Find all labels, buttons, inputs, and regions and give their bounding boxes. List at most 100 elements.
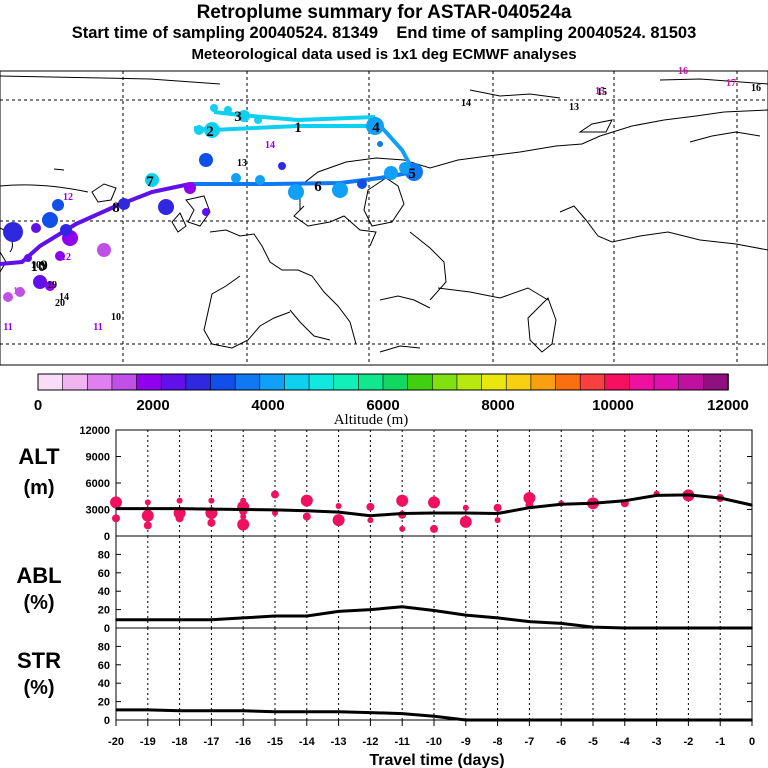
trajectory-cluster: [97, 243, 111, 257]
colorbar-title: Altitude (m): [334, 412, 409, 428]
trajectory-cluster: [377, 141, 383, 147]
y-tick-label: 60: [98, 568, 110, 580]
cluster-label: 14: [59, 292, 69, 303]
trajectory-day-label: 9: [40, 258, 48, 274]
x-tick-label: -10: [426, 736, 442, 748]
x-tick-label: -15: [267, 736, 283, 748]
cluster-label: 15: [597, 87, 607, 98]
x-tick-label: -1: [715, 736, 725, 748]
colorbar-swatch: [358, 373, 384, 391]
map-frame: [0, 70, 768, 366]
trajectory-cluster: [199, 153, 213, 167]
series-point: [306, 615, 308, 617]
altitude-cluster-point: [366, 502, 375, 511]
y-axis-label: ABL: [16, 563, 61, 588]
altitude-cluster-point: [332, 514, 345, 527]
series-point: [560, 503, 562, 506]
cluster-label: 14: [461, 98, 471, 109]
series-point: [274, 509, 276, 511]
colorbar-tick-label: 4000: [251, 397, 284, 414]
altitude-cluster-point: [240, 513, 247, 520]
y-tick-label: 80: [98, 549, 110, 561]
series-point: [369, 711, 372, 714]
trajectory-day-label: 3: [234, 109, 242, 125]
x-tick-label: -16: [235, 736, 251, 748]
page-title: Retroplume summary for ASTAR-040524a: [196, 2, 572, 23]
colorbar-swatch: [481, 373, 508, 391]
series-point: [306, 510, 308, 512]
altitude-cluster-point: [428, 496, 440, 509]
altitude-cluster-point: [271, 490, 279, 499]
series-point: [242, 508, 244, 511]
series-point: [401, 712, 404, 715]
trajectory-cluster: [24, 254, 32, 262]
trajectory-cluster: [399, 162, 411, 174]
colorbar-swatch: [111, 373, 138, 391]
altitude-cluster-point: [367, 517, 374, 524]
series-point: [687, 494, 690, 496]
y-axis-label: ALT: [18, 444, 60, 469]
y-tick-label: 60: [98, 660, 110, 672]
series-point: [401, 512, 404, 515]
series-point: [306, 710, 308, 713]
colorbar-swatch: [407, 373, 434, 391]
trajectory-segment: [0, 182, 191, 266]
series-point: [433, 715, 435, 718]
series-point: [178, 507, 181, 510]
cluster-label: 13: [237, 158, 247, 169]
y-tick-label: 6000: [86, 478, 110, 490]
colorbar-swatch: [136, 373, 163, 391]
trajectory-cluster: [194, 125, 204, 135]
panel-alt: 0 3000 6000 9000 12000 ALT (m): [18, 425, 753, 543]
trajectory-cluster: [278, 162, 286, 170]
series-point: [337, 610, 340, 613]
y-tick-label: 0: [104, 715, 110, 727]
cluster-label: 12: [63, 192, 73, 203]
colorbar-tick-label: 2000: [136, 397, 169, 414]
colorbar-border: [37, 373, 729, 391]
trajectory-cluster: [255, 175, 265, 185]
trajectory-cluster: [45, 281, 55, 291]
altitude-cluster-point: [110, 496, 122, 509]
series-point: [592, 626, 594, 628]
altitude-cluster-point: [302, 512, 311, 521]
series-point: [147, 618, 149, 621]
altitude-cluster-point: [430, 524, 438, 533]
series-point: [242, 710, 244, 712]
cluster-label: 19: [47, 280, 57, 291]
altitude-cluster-point: [207, 518, 216, 527]
altitude-cluster-point: [396, 494, 409, 507]
series-point: [274, 615, 276, 617]
cluster-label: 18: [13, 286, 23, 297]
y-tick-label: 40: [98, 586, 110, 598]
x-tick-label: -17: [203, 736, 219, 748]
colorbar-swatch: [678, 373, 705, 391]
y-tick-label: 9000: [86, 452, 110, 464]
cluster-label: 10: [111, 312, 121, 323]
x-tick-labels: -20 -19 -18 -17 -16 -15 -14 -13 -12 -11 -10 -9 -8 -7-…: [108, 736, 755, 748]
trajectory-cluster: [231, 173, 241, 183]
trajectory-cluster: [158, 199, 174, 215]
colorbar-swatch: [505, 373, 532, 391]
altitude-colorbar: [37, 373, 729, 391]
series-point: [337, 511, 340, 513]
altitude-cluster-point: [493, 503, 502, 512]
trajectory-cluster: [210, 104, 218, 112]
series-point: [337, 710, 340, 713]
trajectory-cluster: [224, 106, 232, 114]
cluster-label: 10: [31, 260, 41, 271]
series-point: [274, 710, 276, 713]
colorbar-swatch: [234, 373, 261, 391]
altitude-cluster-point: [143, 521, 152, 530]
altitude-cluster-point: [462, 504, 469, 511]
series-point: [496, 617, 499, 619]
series-point: [528, 506, 531, 509]
y-tick-label: 80: [98, 641, 110, 653]
series-point: [369, 608, 372, 611]
altitude-cluster-point: [459, 515, 472, 528]
colorbar-swatch: [160, 373, 187, 391]
